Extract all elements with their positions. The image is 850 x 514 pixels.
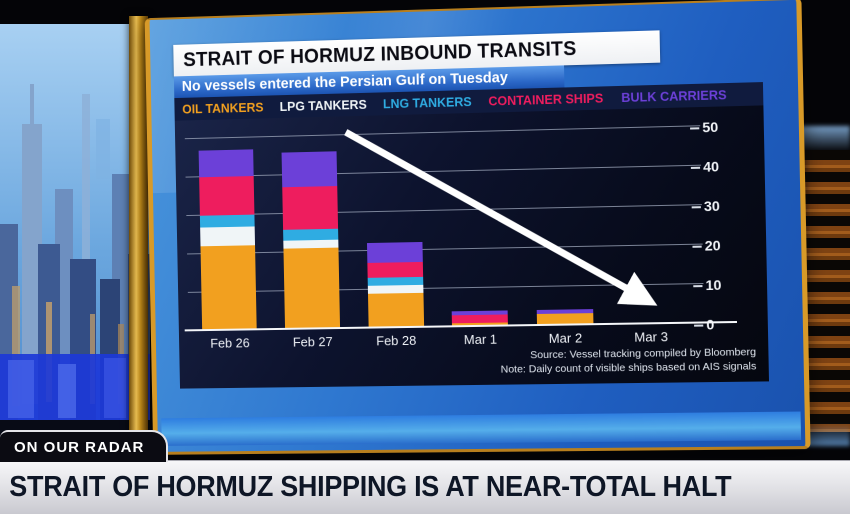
y-tick-label: 20 <box>704 237 721 254</box>
footnotes: Source: Vessel tracking compiled by Bloo… <box>189 346 757 381</box>
y-tick-label: 50 <box>702 118 719 136</box>
chart-body: 0 10 20 30 40 50 Feb 26 Feb 27 Feb 28 Mar 1 Mar 2… <box>175 105 769 388</box>
down-trend-arrow-icon <box>185 121 694 331</box>
chart-graphic: STRAIT OF HORMUZ INBOUND TRANSITS No ves… <box>173 27 769 389</box>
kicker-label: ON OUR RADAR <box>14 438 145 456</box>
legend-item-lpg-tankers: LPG TANKERS <box>279 96 367 115</box>
y-tick-label: 0 <box>706 316 715 333</box>
x-tick-label: Feb 28 <box>376 332 417 349</box>
x-tick-label: Mar 1 <box>463 331 498 348</box>
x-tick-label: Mar 3 <box>634 329 669 345</box>
legend-item-bulk-carriers: BULK CARRIERS <box>621 87 727 106</box>
x-tick-label: Mar 2 <box>548 330 583 346</box>
x-tick-label: Feb 27 <box>292 334 333 350</box>
y-tick-label: 30 <box>703 197 721 215</box>
plot-area: 0 10 20 30 40 50 <box>185 121 694 331</box>
legend-item-oil-tankers: OIL TANKERS <box>182 99 264 117</box>
screen-bottom-band <box>161 411 802 446</box>
studio-monitor: STRAIT OF HORMUZ INBOUND TRANSITS No ves… <box>145 0 811 455</box>
headline-text: STRAIT OF HORMUZ SHIPPING IS AT NEAR-TOT… <box>9 471 732 503</box>
skyline-art <box>0 24 150 440</box>
city-skyline-backdrop <box>0 24 150 440</box>
x-tick-label: Feb 26 <box>210 335 250 351</box>
headline-banner: STRAIT OF HORMUZ SHIPPING IS AT NEAR-TOT… <box>0 460 850 514</box>
legend-item-lng-tankers: LNG TANKERS <box>382 93 472 112</box>
y-axis: 0 10 20 30 40 50 <box>696 118 731 333</box>
studio-gold-pillar <box>129 16 148 448</box>
y-tick-label: 10 <box>705 276 722 294</box>
y-tick-label: 40 <box>702 158 720 175</box>
legend-item-container-ships: CONTAINER SHIPS <box>488 90 604 109</box>
kicker-tab: ON OUR RADAR <box>0 430 169 462</box>
